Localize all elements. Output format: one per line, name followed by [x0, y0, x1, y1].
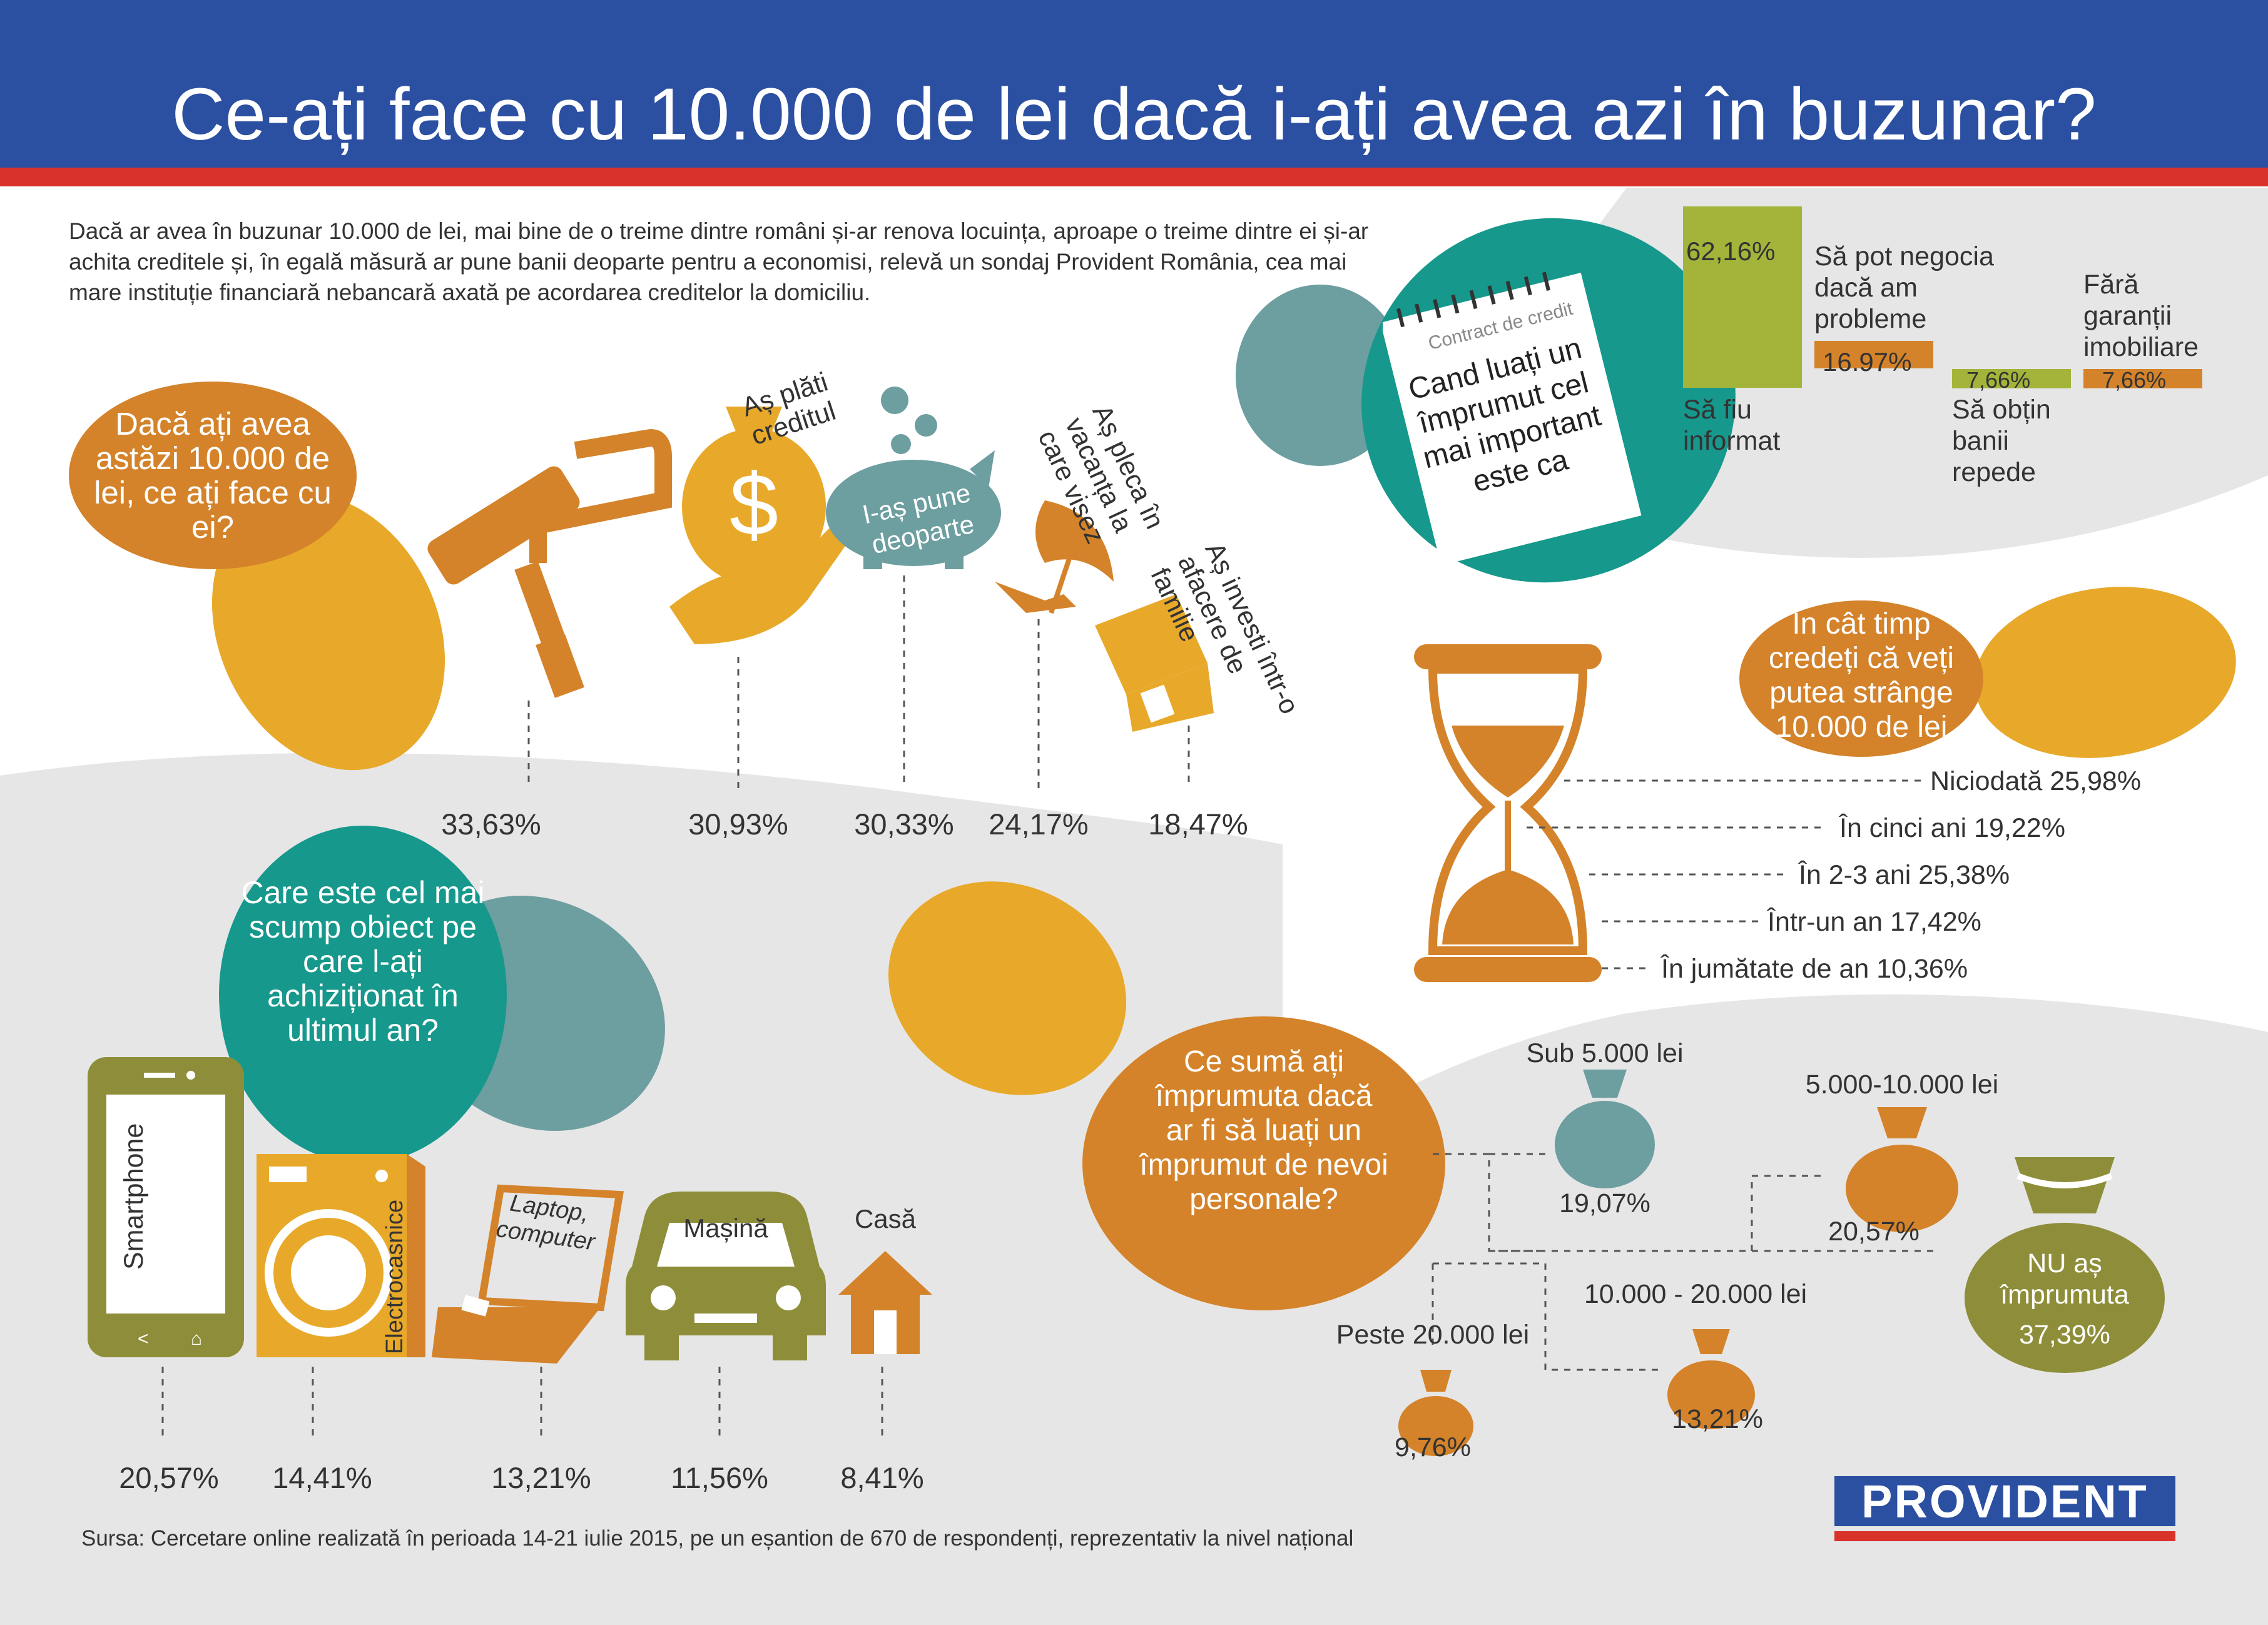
shop-icon: [1095, 594, 1214, 732]
q2-cat-1: Să fiu informat: [1683, 395, 1781, 456]
q2-bar-4: [2083, 369, 2202, 388]
q2-bar-1: [1683, 206, 1802, 388]
q3-item-2: În cinci ani 19,22%: [1839, 813, 2065, 843]
q3-item-1: Niciodată 25,98%: [1930, 766, 2142, 796]
piggy-bank-icon: [826, 387, 1001, 569]
q4-value-smartphone: 20,57%: [119, 1461, 219, 1494]
smartphone-icon: < ⌂: [88, 1057, 244, 1357]
q3-question: În cât timp credeți că veți putea strâng…: [1768, 607, 1955, 744]
header-bar: [0, 0, 2268, 168]
q4-value-laptop: 13,21%: [491, 1461, 591, 1494]
source-note: Sursa: Cercetare online realizată în per…: [81, 1526, 1354, 1551]
q2-bar-2: [1814, 341, 1933, 368]
beach-umbrella-icon: [995, 500, 1114, 614]
q5-label-3: Peste 20.000 lei: [1336, 1320, 1530, 1350]
header-stripe: [0, 168, 2268, 186]
money-bag-icon-over20000: [1398, 1370, 1473, 1456]
q4-question: Care este cel mai scump obiect pe care l…: [241, 875, 485, 1048]
q2-bar-label-1: 62,16%: [1686, 236, 1776, 266]
provident-logo: PROVIDENT: [1834, 1476, 2175, 1527]
paint-roller-icon: [427, 428, 672, 698]
q2-bar-3: [1952, 369, 2071, 388]
money-bag-hand-icon: $: [669, 407, 853, 644]
q4-label-house: Casă: [854, 1204, 917, 1233]
q5-question: Ce sumă ați împrumuta dacă ar fi să luaț…: [1139, 1045, 1388, 1216]
q5-value-5: 37,39%: [2019, 1320, 2110, 1350]
svg-text:<: <: [138, 1329, 149, 1349]
contract-document-icon: [1383, 271, 1642, 565]
q1-value-save: 30,33%: [854, 807, 954, 841]
q5-label-2: 5.000-10.000 lei: [1805, 1070, 1999, 1100]
q1-value-credit: 30,93%: [688, 807, 788, 841]
page-title: Ce-ați face cu 10.000 de lei dacă i-ați …: [171, 73, 2097, 156]
q4-value-car: 11,56%: [671, 1461, 768, 1494]
q5-value-3: 9,76%: [1395, 1432, 1471, 1462]
q1-question: Dacă ați avea astăzi 10.000 de lei, ce a…: [94, 406, 332, 545]
washing-machine-icon: [257, 1154, 425, 1357]
q2-bar-label-4: 7,66%: [2102, 367, 2167, 393]
q1-value-invest: 18,47%: [1148, 807, 1248, 841]
q4-label-car: Mașină: [683, 1213, 768, 1243]
q2-bar-chart: [1683, 206, 2202, 388]
money-bag-icon-10000-20000: [1667, 1329, 1755, 1429]
q1-value-repair: 33,63%: [441, 807, 541, 841]
logo-stripe: [1834, 1531, 2175, 1541]
q3-item-4: Într-un an 17,42%: [1767, 907, 1981, 937]
q2-bar-label-3: 7,66%: [1966, 367, 2031, 393]
q3-item-5: În jumătate de an 10,36%: [1661, 954, 1968, 984]
q5-label-4: 10.000 - 20.000 lei: [1584, 1279, 1808, 1309]
car-icon: [626, 1192, 826, 1360]
q2-cat-2: Să pot negocia dacă am probleme: [1814, 241, 1994, 334]
q5-value-2: 20,57%: [1828, 1217, 1920, 1247]
q4-label-appliances: Electrocasnice: [382, 1199, 408, 1354]
house-icon: [838, 1251, 932, 1354]
q4-value-house: 8,41%: [840, 1461, 924, 1494]
q3-item-3: În 2-3 ani 25,38%: [1799, 860, 2010, 890]
money-bag-icon-sub5000: [1555, 1070, 1655, 1188]
q4-label-smartphone: Smartphone: [119, 1123, 149, 1270]
svg-text:$: $: [730, 455, 778, 554]
q2-bar-label-2: 16.97%: [1823, 347, 1912, 377]
money-bag-icon-no-loan: [1965, 1157, 2165, 1373]
svg-text:⌂: ⌂: [191, 1329, 202, 1349]
q2-cat-3: Să obțin banii repede: [1952, 395, 2051, 487]
money-bag-icon-5000-10000: [1846, 1107, 1958, 1232]
q4-value-appliances: 14,41%: [272, 1461, 372, 1494]
hourglass-icon: [1414, 644, 1602, 982]
q5-label-1: Sub 5.000 lei: [1526, 1038, 1684, 1068]
q5-label-5: NU aș împrumuta: [2000, 1248, 2129, 1310]
q1-value-vacation: 24,17%: [989, 807, 1089, 841]
laptop-icon: [432, 1184, 624, 1364]
q5-value-1: 19,07%: [1559, 1188, 1650, 1218]
q2-cat-4: Fără garanții imobiliare: [2083, 270, 2199, 362]
intro-text: Dacă ar avea în buzunar 10.000 de lei, m…: [69, 218, 1369, 305]
q5-value-4: 13,21%: [1672, 1404, 1763, 1434]
